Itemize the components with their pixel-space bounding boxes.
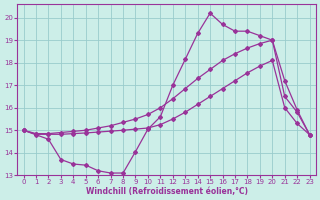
X-axis label: Windchill (Refroidissement éolien,°C): Windchill (Refroidissement éolien,°C) <box>85 187 248 196</box>
